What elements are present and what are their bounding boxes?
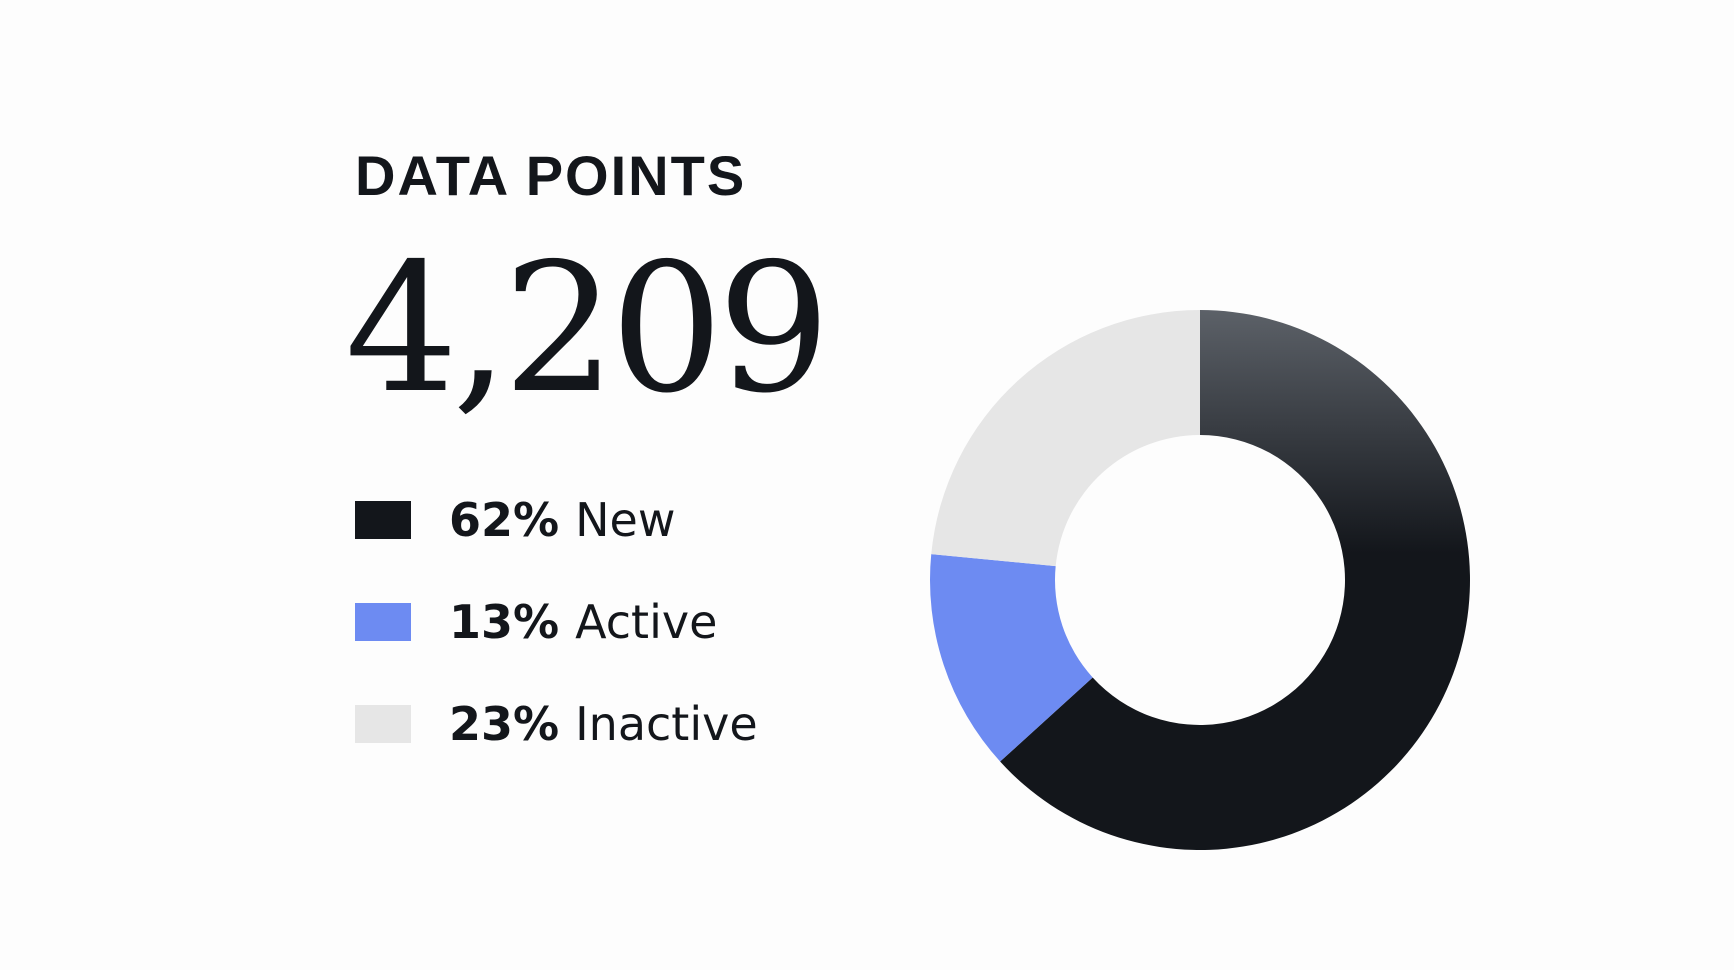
slice-new bbox=[1000, 310, 1470, 851]
donut-chart bbox=[930, 310, 1470, 851]
legend-item-inactive: 23% Inactive bbox=[355, 694, 758, 754]
legend-percent-active: 13% bbox=[449, 595, 560, 649]
legend-item-active: 13% Active bbox=[355, 592, 758, 652]
legend-label-inactive: Inactive bbox=[575, 697, 758, 751]
legend-swatch-active bbox=[355, 603, 411, 641]
chart-title: DATA POINTS bbox=[355, 144, 747, 207]
legend-label-active: Active bbox=[575, 595, 718, 649]
slice-active bbox=[930, 554, 1093, 762]
total-count: 4,209 bbox=[345, 225, 831, 432]
legend-swatch-inactive bbox=[355, 705, 411, 743]
slice-inactive bbox=[931, 310, 1200, 567]
legend-percent-inactive: 23% bbox=[449, 697, 560, 751]
legend-percent-new: 62% bbox=[449, 493, 560, 547]
legend-item-new: 62% New bbox=[355, 490, 758, 550]
legend-label-new: New bbox=[575, 493, 676, 547]
legend: 62% New 13% Active 23% Inactive bbox=[355, 490, 758, 796]
legend-swatch-new bbox=[355, 501, 411, 539]
